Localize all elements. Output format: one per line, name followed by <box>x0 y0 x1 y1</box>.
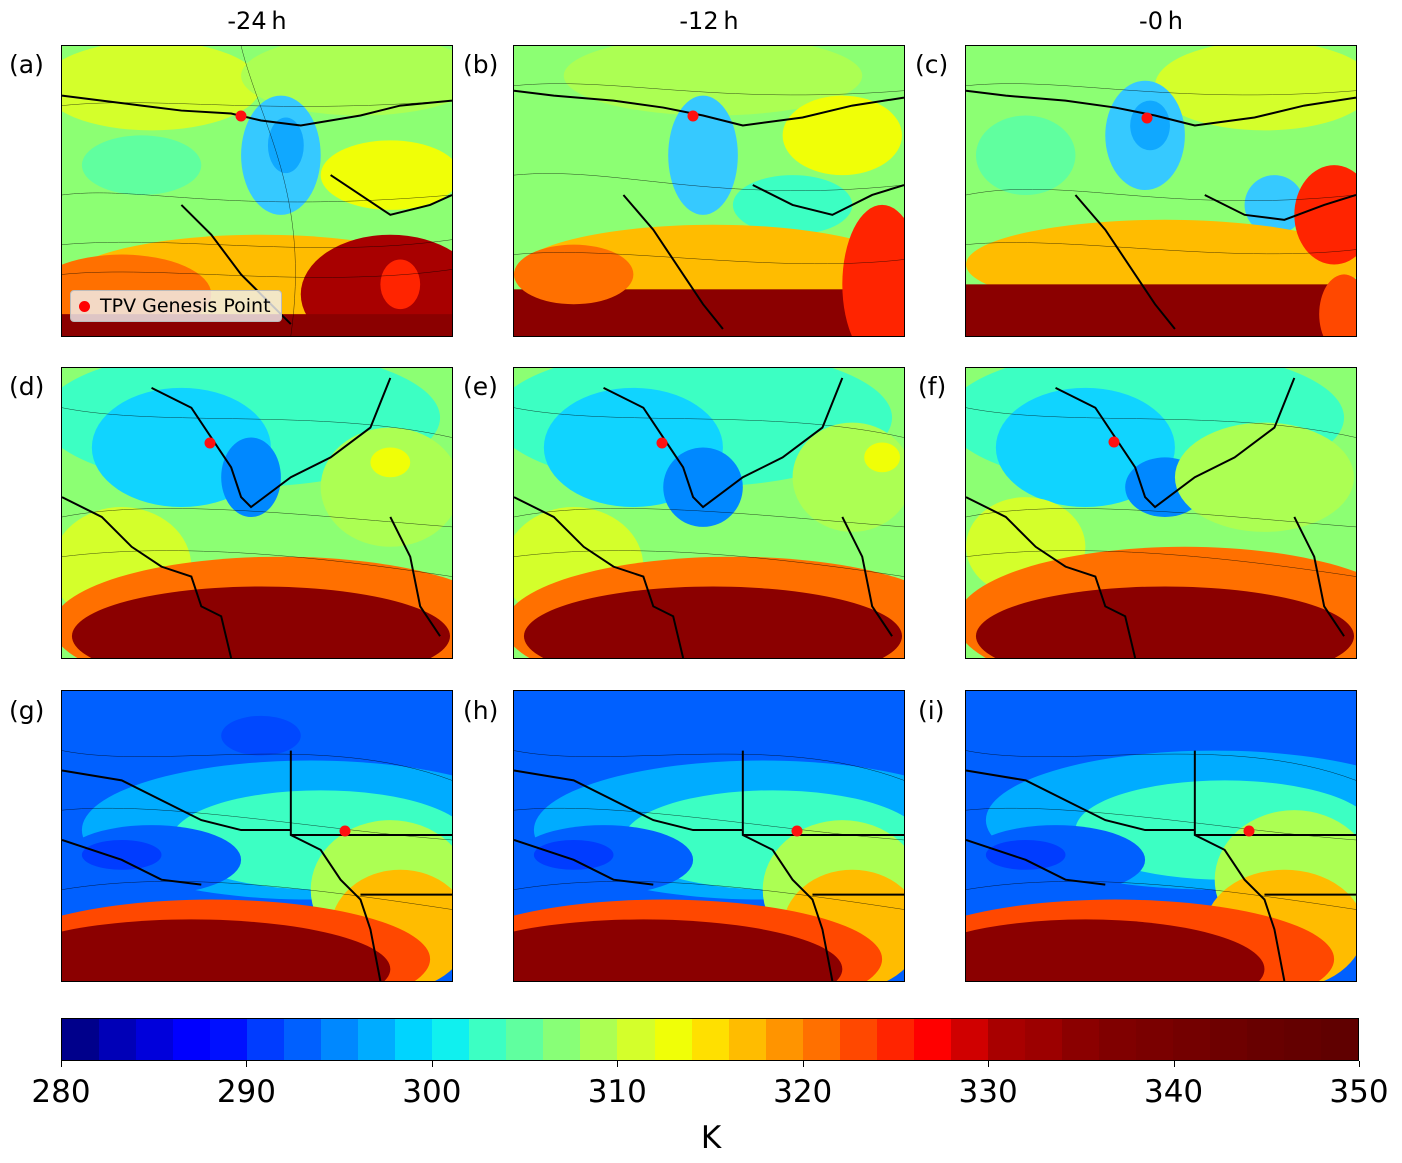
map-panel-h <box>513 690 905 982</box>
colorbar-tick-label: 320 <box>773 1074 833 1110</box>
colorbar-segment <box>654 1019 692 1060</box>
panel-label-d: (d) <box>9 372 45 401</box>
colorbar-tick-label: 280 <box>31 1074 91 1110</box>
tpv-genesis-point-marker <box>1141 112 1153 124</box>
theta-field-map <box>514 368 904 658</box>
colorbar-segment <box>987 1019 1025 1060</box>
colorbar-tick <box>617 1061 619 1067</box>
map-panel-c <box>965 45 1357 337</box>
colorbar-segment <box>506 1019 544 1060</box>
panel-label-e: (e) <box>463 372 498 401</box>
colorbar-tick <box>431 1061 433 1067</box>
colorbar-tick-label: 310 <box>587 1074 647 1110</box>
colorbar-segment <box>765 1019 803 1060</box>
colorbar-segment <box>691 1019 729 1060</box>
panel-label-a: (a) <box>9 50 44 79</box>
tpv-genesis-point-marker <box>235 110 247 122</box>
colorbar-segment <box>1024 1019 1062 1060</box>
tpv-genesis-point-marker <box>204 437 216 449</box>
panel-label-f: (f) <box>918 372 947 401</box>
red-dot-icon <box>79 300 90 312</box>
tpv-genesis-point-marker <box>791 825 803 837</box>
tpv-genesis-point-marker <box>656 437 668 449</box>
colorbar-segment <box>99 1019 137 1060</box>
colorbar-segment <box>1135 1019 1173 1060</box>
panel-label-i: (i) <box>918 696 945 725</box>
colorbar-segment <box>802 1019 840 1060</box>
theta-field-map <box>62 368 452 658</box>
map-panel-b <box>513 45 905 337</box>
colorbar-tick <box>1359 1061 1360 1067</box>
colorbar-segment <box>469 1019 507 1060</box>
colorbar-tick-label: 340 <box>1143 1074 1204 1110</box>
colorbar-tick <box>246 1061 248 1067</box>
column-title-minus12h: -12 h <box>679 7 739 35</box>
colorbar-segment <box>839 1019 877 1060</box>
colorbar <box>61 1018 1359 1061</box>
theta-field-map <box>966 46 1356 336</box>
colorbar-segment <box>1098 1019 1136 1060</box>
theta-field-map <box>514 46 904 336</box>
colorbar-segment <box>1061 1019 1099 1060</box>
tpv-genesis-point-marker <box>1108 436 1120 448</box>
legend-label: TPV Genesis Point <box>100 295 271 317</box>
colorbar-segment <box>876 1019 914 1060</box>
panel-label-b: (b) <box>463 50 499 79</box>
colorbar-segment <box>284 1019 322 1060</box>
colorbar-segment <box>950 1019 988 1060</box>
colorbar-tick-label: 300 <box>402 1074 462 1110</box>
colorbar-segment <box>1284 1019 1322 1060</box>
column-title-minus24h: -24 h <box>227 7 287 35</box>
colorbar-segment <box>247 1019 285 1060</box>
map-panel-i <box>965 690 1357 982</box>
colorbar-segment <box>62 1019 100 1060</box>
column-title-0h: -0 h <box>1139 7 1183 35</box>
colorbar-tick <box>61 1061 62 1067</box>
colorbar-unit-label: K <box>700 1120 722 1156</box>
tpv-genesis-point-marker <box>339 825 351 837</box>
theta-field-map <box>62 691 452 981</box>
colorbar-segment <box>728 1019 766 1060</box>
tpv-genesis-point-marker <box>687 110 699 122</box>
map-panel-a: TPV Genesis Point <box>61 45 453 337</box>
colorbar-tick-label: 350 <box>1329 1074 1389 1110</box>
map-panel-e <box>513 367 905 659</box>
colorbar-segment <box>136 1019 174 1060</box>
panel-label-h: (h) <box>463 696 499 725</box>
colorbar-segment <box>1209 1019 1247 1060</box>
colorbar-segment <box>358 1019 396 1060</box>
colorbar-segment <box>321 1019 359 1060</box>
colorbar-segment <box>1247 1019 1285 1060</box>
theta-field-map <box>966 368 1356 658</box>
panel-label-g: (g) <box>9 696 45 725</box>
colorbar-segment <box>580 1019 618 1060</box>
colorbar-segment <box>1172 1019 1210 1060</box>
colorbar-segment <box>617 1019 655 1060</box>
map-panel-d <box>61 367 453 659</box>
legend: TPV Genesis Point <box>70 290 282 322</box>
panel-label-c: (c) <box>915 50 949 79</box>
theta-field-map <box>514 691 904 981</box>
colorbar-segment <box>543 1019 581 1060</box>
map-panel-g <box>61 690 453 982</box>
map-panel-f <box>965 367 1357 659</box>
colorbar-tick <box>988 1061 990 1067</box>
colorbar-tick <box>802 1061 804 1067</box>
colorbar-segment <box>1321 1019 1359 1060</box>
colorbar-tick <box>1173 1061 1175 1067</box>
colorbar-segment <box>173 1019 211 1060</box>
theta-field-map <box>966 691 1356 981</box>
colorbar-tick-label: 290 <box>216 1074 276 1110</box>
colorbar-tick-label: 330 <box>958 1074 1018 1110</box>
colorbar-segment <box>432 1019 470 1060</box>
tpv-genesis-point-marker <box>1243 825 1255 837</box>
colorbar-segment <box>210 1019 248 1060</box>
colorbar-segment <box>913 1019 951 1060</box>
colorbar-segment <box>395 1019 433 1060</box>
